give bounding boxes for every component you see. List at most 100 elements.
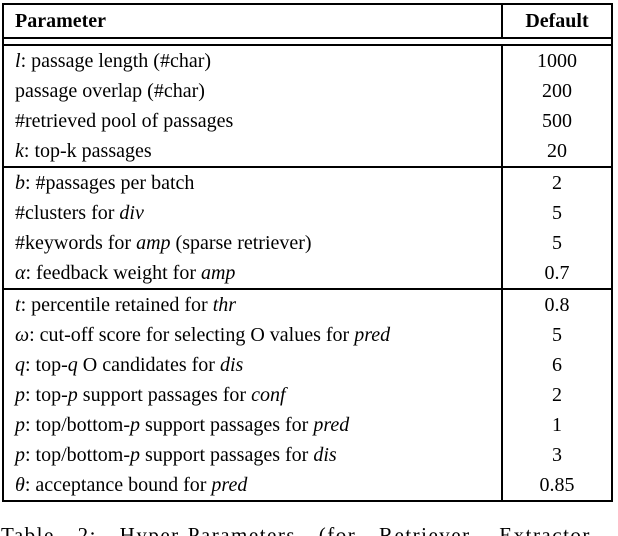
parameter-cell: q: top-q O candidates for dis <box>4 350 503 380</box>
parameter-text-segment: : passage length (#char) <box>20 50 212 72</box>
parameter-text-segment: : acceptance bound for <box>24 474 212 496</box>
table-group: b: #passages per batch 2 #clusters for div… <box>4 168 611 290</box>
default-cell: 1 <box>552 414 562 436</box>
parameter-text-segment: amp <box>136 232 171 254</box>
parameter-text-segment: : top- <box>25 384 68 406</box>
default-cell: 20 <box>547 140 567 162</box>
parameter-text-segment: dis <box>219 354 244 376</box>
parameter-text-segment: passage overlap (#char) <box>15 80 205 102</box>
parameter-text-segment: p <box>15 384 25 406</box>
table-row: p: top/bottom-p support passages for dis… <box>4 440 611 470</box>
default-cell: 1000 <box>537 50 577 72</box>
header-default-label: Default <box>525 10 589 32</box>
parameter-text-segment: q <box>15 354 25 376</box>
table-row: α: feedback weight for amp 0.7 <box>4 258 611 288</box>
default-cell: 3 <box>552 444 562 466</box>
table-body: l: passage length (#char) 1000 passage ove… <box>4 46 611 500</box>
parameter-cell: l: passage length (#char) <box>4 46 503 76</box>
table-header-row: Parameter Default <box>4 5 611 39</box>
parameter-cell: ω: cut-off score for selecting O values … <box>4 320 503 350</box>
default-cell: 500 <box>542 110 572 132</box>
table-row: p: top/bottom-p support passages for pre… <box>4 410 611 440</box>
parameter-text-segment: ω <box>15 324 30 346</box>
parameter-text-segment: t <box>15 294 21 316</box>
table-group: t: percentile retained for thr 0.8 ω: cut-… <box>4 290 611 500</box>
parameter-text-segment: support passages for <box>77 384 252 406</box>
default-cell: 5 <box>552 232 562 254</box>
parameter-text-segment: p <box>130 444 140 466</box>
default-cell: 0.7 <box>544 262 570 284</box>
parameter-cell: k: top-k passages <box>4 136 503 166</box>
default-cell: 5 <box>552 324 562 346</box>
default-cell: 0.85 <box>539 474 575 496</box>
parameter-cell: θ: acceptance bound for pred <box>4 470 503 500</box>
parameter-text-segment: #keywords for <box>15 232 137 254</box>
table-row: t: percentile retained for thr 0.8 <box>4 290 611 320</box>
parameter-text-segment: α <box>15 262 26 284</box>
default-cell: 2 <box>552 172 562 194</box>
parameter-text-segment: θ <box>15 474 25 496</box>
parameter-cell: α: feedback weight for amp <box>4 258 503 288</box>
table-group: l: passage length (#char) 1000 passage ove… <box>4 46 611 168</box>
table-row: k: top-k passages 20 <box>4 136 611 166</box>
parameter-text-segment: support passages for <box>140 444 314 466</box>
parameter-text-segment: p <box>130 414 140 436</box>
table-row: θ: acceptance bound for pred 0.85 <box>4 470 611 500</box>
default-cell: 6 <box>552 354 562 376</box>
table-row: #clusters for div 5 <box>4 198 611 228</box>
parameter-text-segment: pred <box>354 324 391 346</box>
parameter-text-segment: div <box>119 202 144 224</box>
parameter-text-segment: support passages for <box>140 414 314 436</box>
parameter-cell: b: #passages per batch <box>4 168 503 198</box>
table-row: passage overlap (#char) 200 <box>4 76 611 106</box>
parameter-cell: p: top-p support passages for conf <box>4 380 503 410</box>
parameter-text-segment: : cut-off score for selecting O values f… <box>29 324 355 346</box>
parameter-text-segment: : top- <box>25 354 68 376</box>
table-row: l: passage length (#char) 1000 <box>4 46 611 76</box>
parameter-text-segment: p <box>67 384 78 406</box>
parameter-text-segment: : percentile retained for <box>20 294 213 316</box>
parameter-cell: t: percentile retained for thr <box>4 290 503 320</box>
parameter-text-segment: #retrieved pool of passages <box>15 110 234 132</box>
parameter-text-segment: pred <box>313 414 350 436</box>
parameter-text-segment: thr <box>212 294 237 316</box>
parameter-text-segment: #clusters for <box>15 202 120 224</box>
default-cell: 2 <box>552 384 562 406</box>
parameter-text-segment: : feedback weight for <box>25 262 201 284</box>
parameter-cell: #clusters for div <box>4 198 503 228</box>
default-cell: 5 <box>552 202 562 224</box>
parameter-text-segment: : top/bottom- <box>25 444 130 466</box>
parameter-text-segment: : #passages per batch <box>25 172 195 194</box>
parameter-text-segment: l <box>15 50 21 72</box>
table-caption: Table 2: Hyper-Parameters (for Retriever… <box>1 523 591 536</box>
table-row: q: top-q O candidates for dis 6 <box>4 350 611 380</box>
parameter-text-segment: conf <box>251 384 286 406</box>
default-cell: 0.8 <box>544 294 570 316</box>
parameter-text-segment: q <box>67 354 78 376</box>
parameter-text-segment: p <box>15 444 25 466</box>
parameter-text-segment: : top-k passages <box>23 140 152 162</box>
parameter-text-segment: (sparse retriever) <box>170 232 312 254</box>
parameter-cell: p: top/bottom-p support passages for pre… <box>4 410 503 440</box>
parameter-cell: #retrieved pool of passages <box>4 106 503 136</box>
default-cell: 200 <box>542 80 572 102</box>
parameter-text-segment: k <box>15 140 24 162</box>
table-row: ω: cut-off score for selecting O values … <box>4 320 611 350</box>
parameter-text-segment: O candidates for <box>77 354 220 376</box>
parameter-cell: #keywords for amp (sparse retriever) <box>4 228 503 258</box>
parameter-text-segment: : top/bottom- <box>25 414 130 436</box>
double-rule-gap <box>4 39 611 46</box>
parameter-text-segment: b <box>15 172 25 194</box>
parameters-table: Parameter Default l: passage length (#ch… <box>2 3 613 502</box>
table-row: b: #passages per batch 2 <box>4 168 611 198</box>
table-row: p: top-p support passages for conf 2 <box>4 380 611 410</box>
parameter-text-segment: pred <box>211 474 248 496</box>
parameter-cell: passage overlap (#char) <box>4 76 503 106</box>
parameter-cell: p: top/bottom-p support passages for dis <box>4 440 503 470</box>
table-row: #retrieved pool of passages 500 <box>4 106 611 136</box>
header-parameter-label: Parameter <box>4 5 503 37</box>
table-row: #keywords for amp (sparse retriever) 5 <box>4 228 611 258</box>
parameter-text-segment: amp <box>200 262 236 284</box>
parameter-text-segment: dis <box>313 444 337 466</box>
